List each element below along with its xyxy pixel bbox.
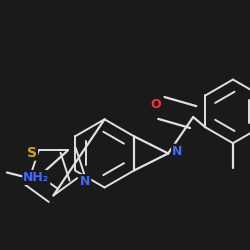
Text: O: O bbox=[150, 98, 161, 111]
Text: N: N bbox=[172, 145, 182, 158]
Text: NH₂: NH₂ bbox=[23, 171, 49, 184]
Text: N: N bbox=[80, 175, 90, 188]
Text: S: S bbox=[27, 146, 37, 160]
